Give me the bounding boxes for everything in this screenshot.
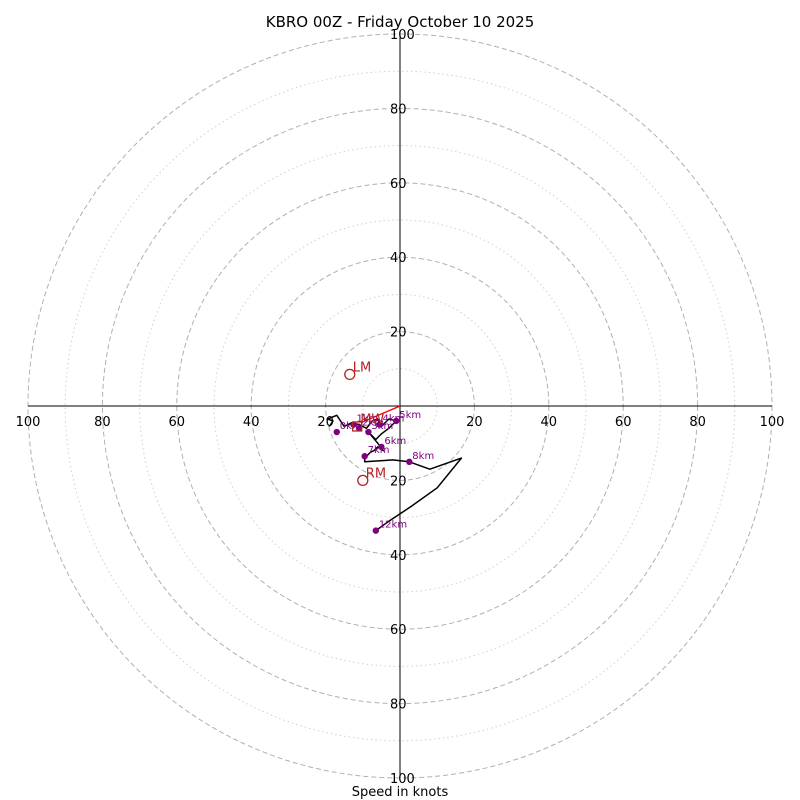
height-marker-label: 4km (383, 414, 405, 425)
storm-motion-marker (357, 474, 369, 487)
y-tick-label: 20 (390, 474, 407, 489)
height-marker-label: 12km (379, 520, 407, 531)
x-tick-label: 60 (169, 415, 186, 430)
height-marker-point (393, 417, 400, 425)
y-tick-label: 60 (390, 623, 407, 638)
y-tick-label: 40 (390, 549, 407, 564)
x-tick-label: 20 (466, 415, 483, 430)
y-tick-label: 40 (390, 251, 407, 266)
hodograph-trace-line (326, 414, 463, 532)
height-marker-point (355, 425, 363, 432)
tick-labels-group: 100 80 60 40 20 20 40 60 80 100100806040202040608… (16, 28, 785, 787)
storm-motion-marker (344, 368, 356, 381)
height-marker-point (365, 428, 372, 436)
x-tick-label: 100 (760, 415, 785, 430)
y-tick-label: 20 (390, 326, 407, 341)
height-marker-point (378, 443, 385, 451)
y-tick-label: 100 (390, 28, 415, 43)
height-marker-point (372, 527, 380, 534)
storm-motion-marker (352, 421, 363, 432)
x-tick-label: 100 (16, 415, 41, 430)
shear-vector-line (360, 405, 401, 424)
height-marker-label: 6km (384, 436, 406, 447)
y-tick-label: 100 (390, 772, 415, 787)
storm-motion-label: LM (353, 360, 371, 375)
chart-title: KBRO 00Z - Friday October 10 2025 (266, 13, 535, 31)
height-marker-label: 5km (399, 410, 421, 421)
x-tick-label: 40 (243, 415, 260, 430)
height-marker-label: 1km (357, 414, 379, 425)
x-tick-label: 80 (94, 415, 111, 430)
y-tick-label: 60 (390, 177, 407, 192)
y-tick-label: 80 (390, 102, 407, 117)
x-tick-label: 80 (689, 415, 706, 430)
x-tick-label: 60 (615, 415, 632, 430)
height-marker-label: 3km (371, 421, 393, 432)
height-marker-point (350, 421, 357, 428)
height-marker-point (333, 428, 340, 436)
height-marker-point (406, 458, 413, 465)
y-tick-label: 80 (390, 698, 407, 713)
storm-motion-label: RM (366, 466, 386, 481)
x-tick-label: 40 (541, 415, 558, 430)
storm-motion-label: MW (360, 412, 384, 427)
x-axis-label: Speed in knots (352, 785, 449, 800)
height-marker-point (361, 453, 368, 460)
height-marker-point (376, 421, 383, 428)
height-marker-label: 2km (362, 417, 384, 428)
height-marker-label: 8km (412, 451, 434, 462)
height-marker-label: 7km (368, 445, 390, 456)
height-marker-label: 0km (340, 421, 362, 432)
